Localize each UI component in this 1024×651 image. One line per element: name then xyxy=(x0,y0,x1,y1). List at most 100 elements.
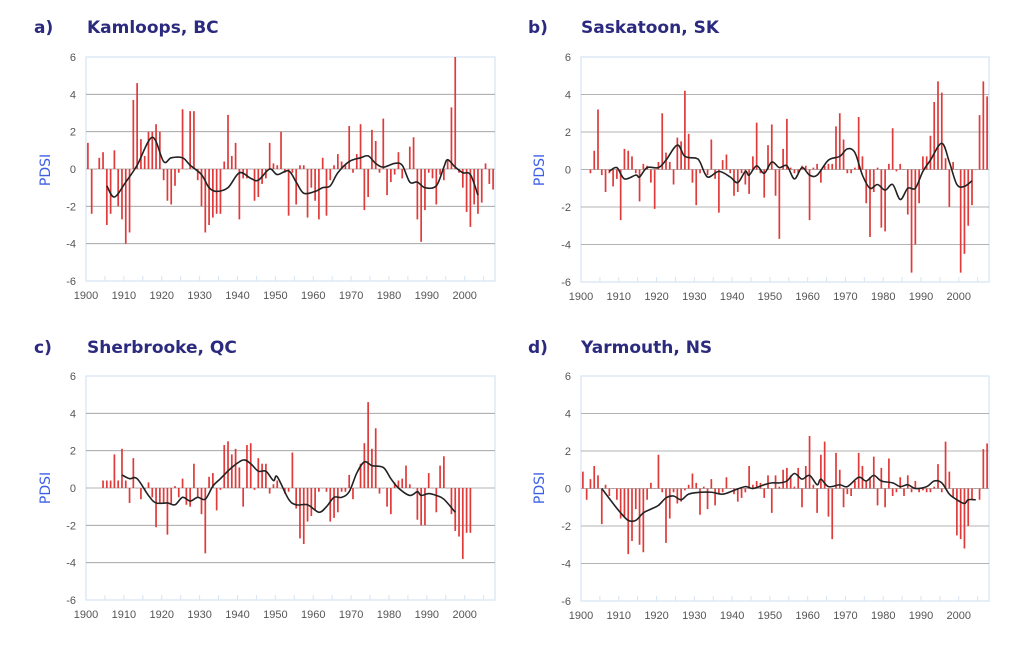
y-axis-label: PDSI xyxy=(532,154,548,186)
bar-1964 xyxy=(329,488,332,522)
bar-1939 xyxy=(234,448,237,488)
bar-1928 xyxy=(687,133,690,170)
y-tick-label: 0 xyxy=(565,484,571,496)
bar-1921 xyxy=(166,488,169,535)
y-tick-label: 0 xyxy=(70,483,76,495)
bar-1952 xyxy=(778,486,781,489)
bar-2001 xyxy=(963,488,966,549)
x-tick-label: 1910 xyxy=(112,609,136,621)
bar-1931 xyxy=(204,488,207,554)
bar-1961 xyxy=(318,169,320,220)
bar-1924 xyxy=(672,169,675,185)
y-tick-label: 2 xyxy=(565,127,571,139)
bar-2002 xyxy=(473,169,476,205)
bar-1903 xyxy=(98,157,101,169)
y-tick-label: -4 xyxy=(66,239,76,251)
panel-title: Kamloops, BC xyxy=(87,18,219,38)
y-tick-label: -2 xyxy=(561,202,571,214)
panel-letter: a) xyxy=(34,18,53,38)
bar-1980 xyxy=(884,488,886,508)
y-tick-label: 6 xyxy=(565,371,571,383)
bar-1906 xyxy=(109,169,112,214)
bar-1909 xyxy=(616,169,618,179)
y-axis-label: PDSI xyxy=(532,472,548,504)
bar-2006 xyxy=(982,81,985,170)
bar-1967 xyxy=(340,161,343,169)
x-tick-label: 1950 xyxy=(263,290,287,302)
x-tick-label: 1980 xyxy=(377,609,401,621)
bar-1968 xyxy=(838,469,841,489)
bar-1949 xyxy=(272,163,275,169)
x-tick-label: 1990 xyxy=(415,609,439,621)
bar-1933 xyxy=(706,488,709,510)
bar-1980 xyxy=(390,169,392,183)
bar-1960 xyxy=(808,169,811,221)
bar-1933 xyxy=(212,169,214,218)
bar-1945 xyxy=(752,484,754,489)
bar-1983 xyxy=(401,478,404,488)
bar-1929 xyxy=(196,488,199,498)
bar-1951 xyxy=(774,169,777,196)
bar-2005 xyxy=(978,115,981,170)
bar-1970 xyxy=(846,169,849,174)
bar-1987 xyxy=(416,488,419,520)
bar-1997 xyxy=(948,471,951,489)
bar-2001 xyxy=(469,488,472,533)
bar-1973 xyxy=(857,452,860,489)
y-tick-label: 6 xyxy=(565,52,571,64)
bar-1916 xyxy=(642,163,645,170)
x-tick-label: 1930 xyxy=(682,610,706,622)
x-tick-label: 1920 xyxy=(644,291,668,303)
bar-2000 xyxy=(465,169,468,212)
bar-1927 xyxy=(189,488,191,507)
bar-1903 xyxy=(593,466,596,489)
bar-1950 xyxy=(770,488,773,513)
bar-1930 xyxy=(200,488,203,515)
bar-1960 xyxy=(808,436,811,489)
bar-1975 xyxy=(865,481,868,489)
bar-1978 xyxy=(382,118,385,169)
bar-1932 xyxy=(208,169,210,225)
bar-1945 xyxy=(752,156,754,170)
bar-1919 xyxy=(158,488,161,503)
bar-1912 xyxy=(132,99,135,169)
bar-1931 xyxy=(699,169,701,174)
smoothed-trend-line xyxy=(106,136,479,198)
bar-1943 xyxy=(744,488,747,493)
bar-1969 xyxy=(348,474,351,488)
bar-1937 xyxy=(227,441,229,488)
bar-1978 xyxy=(876,167,879,170)
bar-1995 xyxy=(446,159,449,169)
bar-1977 xyxy=(872,169,875,192)
x-tick-label: 1970 xyxy=(339,290,363,302)
bar-2007 xyxy=(986,443,988,489)
bar-1983 xyxy=(895,169,898,172)
x-tick-label: 1930 xyxy=(187,290,211,302)
bar-1997 xyxy=(454,57,457,169)
bar-1971 xyxy=(355,154,358,169)
bar-1918 xyxy=(155,124,157,169)
y-tick-label: -2 xyxy=(561,521,571,533)
bar-1948 xyxy=(763,169,766,198)
panel-saskatoon: b) Saskatoon, SK PDSI 6 4 2 0 -2 -4 -6 1900 1910… xyxy=(528,18,990,303)
bar-2003 xyxy=(971,169,973,206)
bar-1981 xyxy=(393,482,396,488)
bar-1962 xyxy=(816,163,818,170)
x-tick-label: 1900 xyxy=(74,290,98,302)
bar-1988 xyxy=(914,169,917,245)
bar-1997 xyxy=(948,169,951,207)
smoothed-trend-line xyxy=(608,142,973,201)
bar-1948 xyxy=(268,142,271,169)
bar-1907 xyxy=(113,150,116,169)
bar-1940 xyxy=(238,467,241,488)
y-tick-label: 6 xyxy=(70,371,76,383)
bar-1933 xyxy=(212,473,214,488)
bar-1970 xyxy=(846,488,849,495)
bar-1984 xyxy=(899,477,902,489)
bar-1937 xyxy=(721,160,724,170)
bar-1940 xyxy=(733,488,735,495)
bar-1989 xyxy=(918,169,920,204)
x-tick-label: 1990 xyxy=(415,290,439,302)
bar-1950 xyxy=(276,480,279,488)
x-tick-label: 1980 xyxy=(871,610,895,622)
